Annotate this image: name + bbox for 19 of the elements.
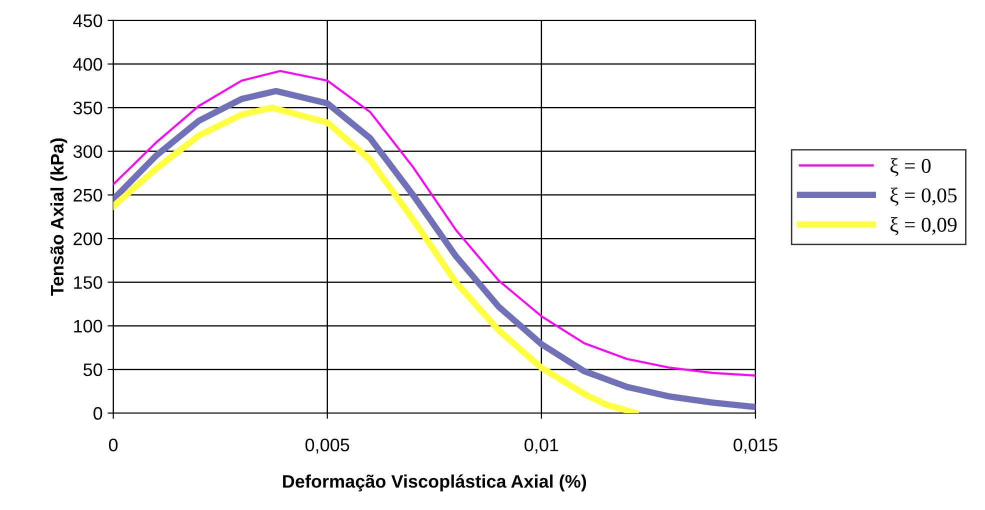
legend-label: ξ = 0,09: [890, 217, 957, 236]
y-axis-title: Tensão Axial (kPa): [50, 138, 68, 296]
y-tick-label: 250: [74, 188, 102, 202]
y-tick-label: 50: [84, 363, 102, 376]
x-tick-label: 0: [108, 438, 118, 452]
x-tick-label: 0,01: [524, 438, 558, 454]
y-tick-label: 400: [73, 58, 102, 71]
legend-label: ξ = 0: [890, 158, 931, 176]
y-tick-label: 0: [94, 407, 102, 420]
x-tick-label: 0,015: [734, 438, 778, 454]
y-tick-label: 450: [73, 14, 102, 28]
y-tick-label: 300: [73, 145, 102, 158]
x-tick-label: 0,005: [305, 438, 350, 454]
y-tick-label: 150: [74, 276, 102, 289]
y-tick-label: 350: [73, 102, 102, 114]
x-axis-title: Deformação Viscoplástica Axial (%): [283, 474, 586, 492]
y-tick-label: 200: [74, 232, 102, 246]
legend-label: ξ = 0,05: [890, 188, 957, 206]
y-tick-label: 100: [74, 320, 102, 333]
